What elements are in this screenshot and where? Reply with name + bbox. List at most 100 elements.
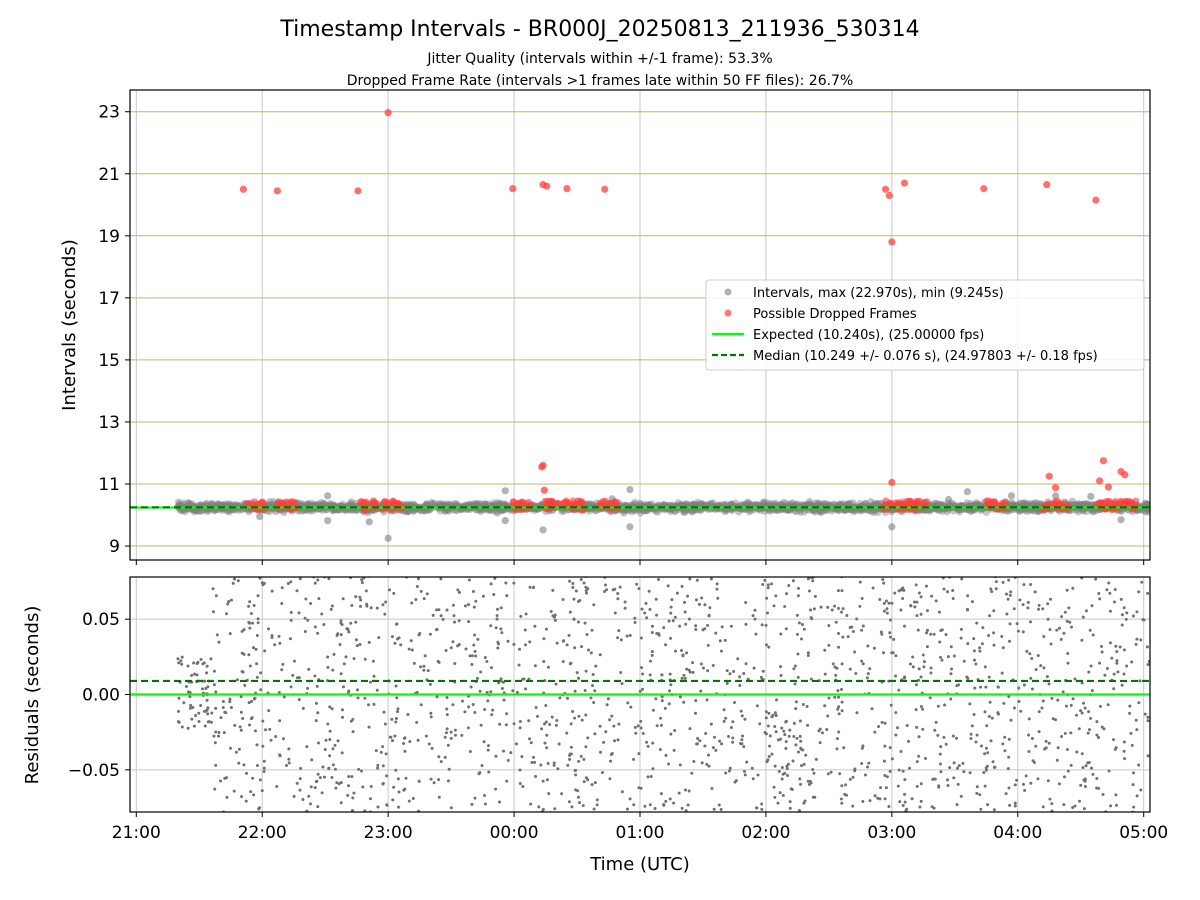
- residual-point: [882, 609, 886, 613]
- residual-point: [1001, 580, 1005, 584]
- residual-point: [1003, 749, 1007, 753]
- residual-point: [270, 634, 274, 638]
- residual-point: [467, 603, 471, 607]
- residual-point: [975, 733, 979, 737]
- residual-point: [449, 806, 453, 810]
- residual-point: [489, 666, 493, 670]
- residual-point: [278, 719, 282, 723]
- residual-point: [897, 768, 901, 772]
- residual-point: [677, 791, 681, 795]
- residual-point: [298, 777, 302, 781]
- interval-point: [846, 500, 854, 508]
- residual-point: [203, 724, 207, 728]
- residual-point: [955, 684, 959, 688]
- residual-point: [1080, 752, 1084, 756]
- residual-point: [633, 725, 637, 729]
- residual-point: [901, 596, 905, 600]
- residual-point: [727, 769, 731, 773]
- dropped-frame-point-26: [1104, 483, 1113, 491]
- interval-point: [817, 508, 825, 517]
- residual-point: [861, 624, 865, 628]
- residual-point: [375, 688, 379, 692]
- residual-point: [394, 720, 398, 724]
- residual-point: [742, 769, 746, 773]
- residual-point: [232, 789, 236, 793]
- residual-point: [528, 585, 532, 589]
- interval-outlier-1: [324, 492, 332, 500]
- residual-point: [256, 617, 260, 621]
- residual-point: [910, 797, 914, 801]
- residual-point: [590, 628, 594, 632]
- interval-point: [409, 507, 418, 515]
- residual-point: [1105, 667, 1109, 671]
- residual-point: [262, 770, 266, 774]
- residual-point: [489, 582, 493, 586]
- residual-point: [939, 745, 943, 749]
- residual-point: [1087, 710, 1091, 714]
- residual-point: [473, 796, 477, 800]
- residual-point: [1146, 662, 1150, 666]
- residual-point: [368, 680, 372, 684]
- residual-point: [254, 647, 258, 651]
- residual-point: [381, 782, 385, 786]
- residual-point: [383, 722, 387, 726]
- residual-point: [798, 719, 802, 723]
- residual-point: [975, 791, 979, 795]
- residual-point: [942, 587, 946, 591]
- interval-point: [641, 506, 649, 515]
- interval-point: [434, 500, 442, 508]
- dropped-frame-point-11: [888, 238, 896, 246]
- residual-point: [231, 581, 235, 585]
- interval-point: [496, 506, 504, 515]
- residual-point: [616, 592, 620, 596]
- residual-point: [1015, 622, 1019, 626]
- interval-point: [744, 500, 752, 508]
- residual-point: [932, 632, 936, 636]
- residual-point: [685, 667, 689, 671]
- residual-point: [840, 801, 844, 805]
- residual-point: [760, 802, 764, 806]
- residual-point: [403, 736, 407, 740]
- interval-point: [473, 500, 482, 508]
- residual-point: [929, 632, 933, 636]
- residual-point: [703, 627, 707, 631]
- residual-point: [873, 794, 877, 798]
- residual-point: [937, 785, 941, 789]
- residual-point: [897, 688, 901, 692]
- residual-point: [814, 757, 818, 761]
- residual-point: [823, 704, 827, 708]
- residual-point: [427, 742, 431, 746]
- residual-point: [705, 698, 709, 702]
- residual-point: [640, 607, 644, 611]
- interval-point: [417, 507, 425, 515]
- residual-point: [1050, 802, 1054, 806]
- residual-point: [609, 759, 613, 763]
- residual-point: [992, 808, 996, 812]
- residual-point: [688, 670, 692, 674]
- residual-point: [653, 807, 657, 811]
- residual-point: [654, 597, 658, 601]
- residual-point: [255, 675, 259, 679]
- residual-point: [648, 803, 652, 807]
- residual-point: [201, 662, 205, 666]
- residual-point: [950, 667, 954, 671]
- residual-point: [706, 669, 710, 673]
- residual-point: [984, 685, 988, 689]
- residual-point: [647, 589, 651, 593]
- residual-point: [1030, 687, 1034, 691]
- residual-point: [584, 585, 588, 589]
- residual-point: [729, 624, 733, 628]
- residual-point: [1129, 731, 1133, 735]
- residual-point: [376, 766, 380, 770]
- interval-point: [190, 508, 198, 516]
- residual-point: [903, 792, 907, 796]
- residual-point: [428, 813, 431, 816]
- residual-point: [240, 651, 244, 655]
- residual-point: [1075, 750, 1079, 754]
- residual-point: [313, 581, 317, 585]
- residual-point: [664, 753, 668, 757]
- residual-point: [1146, 754, 1150, 758]
- residual-point: [1122, 606, 1126, 610]
- interval-point: [681, 508, 689, 516]
- interval-point: [1080, 500, 1088, 508]
